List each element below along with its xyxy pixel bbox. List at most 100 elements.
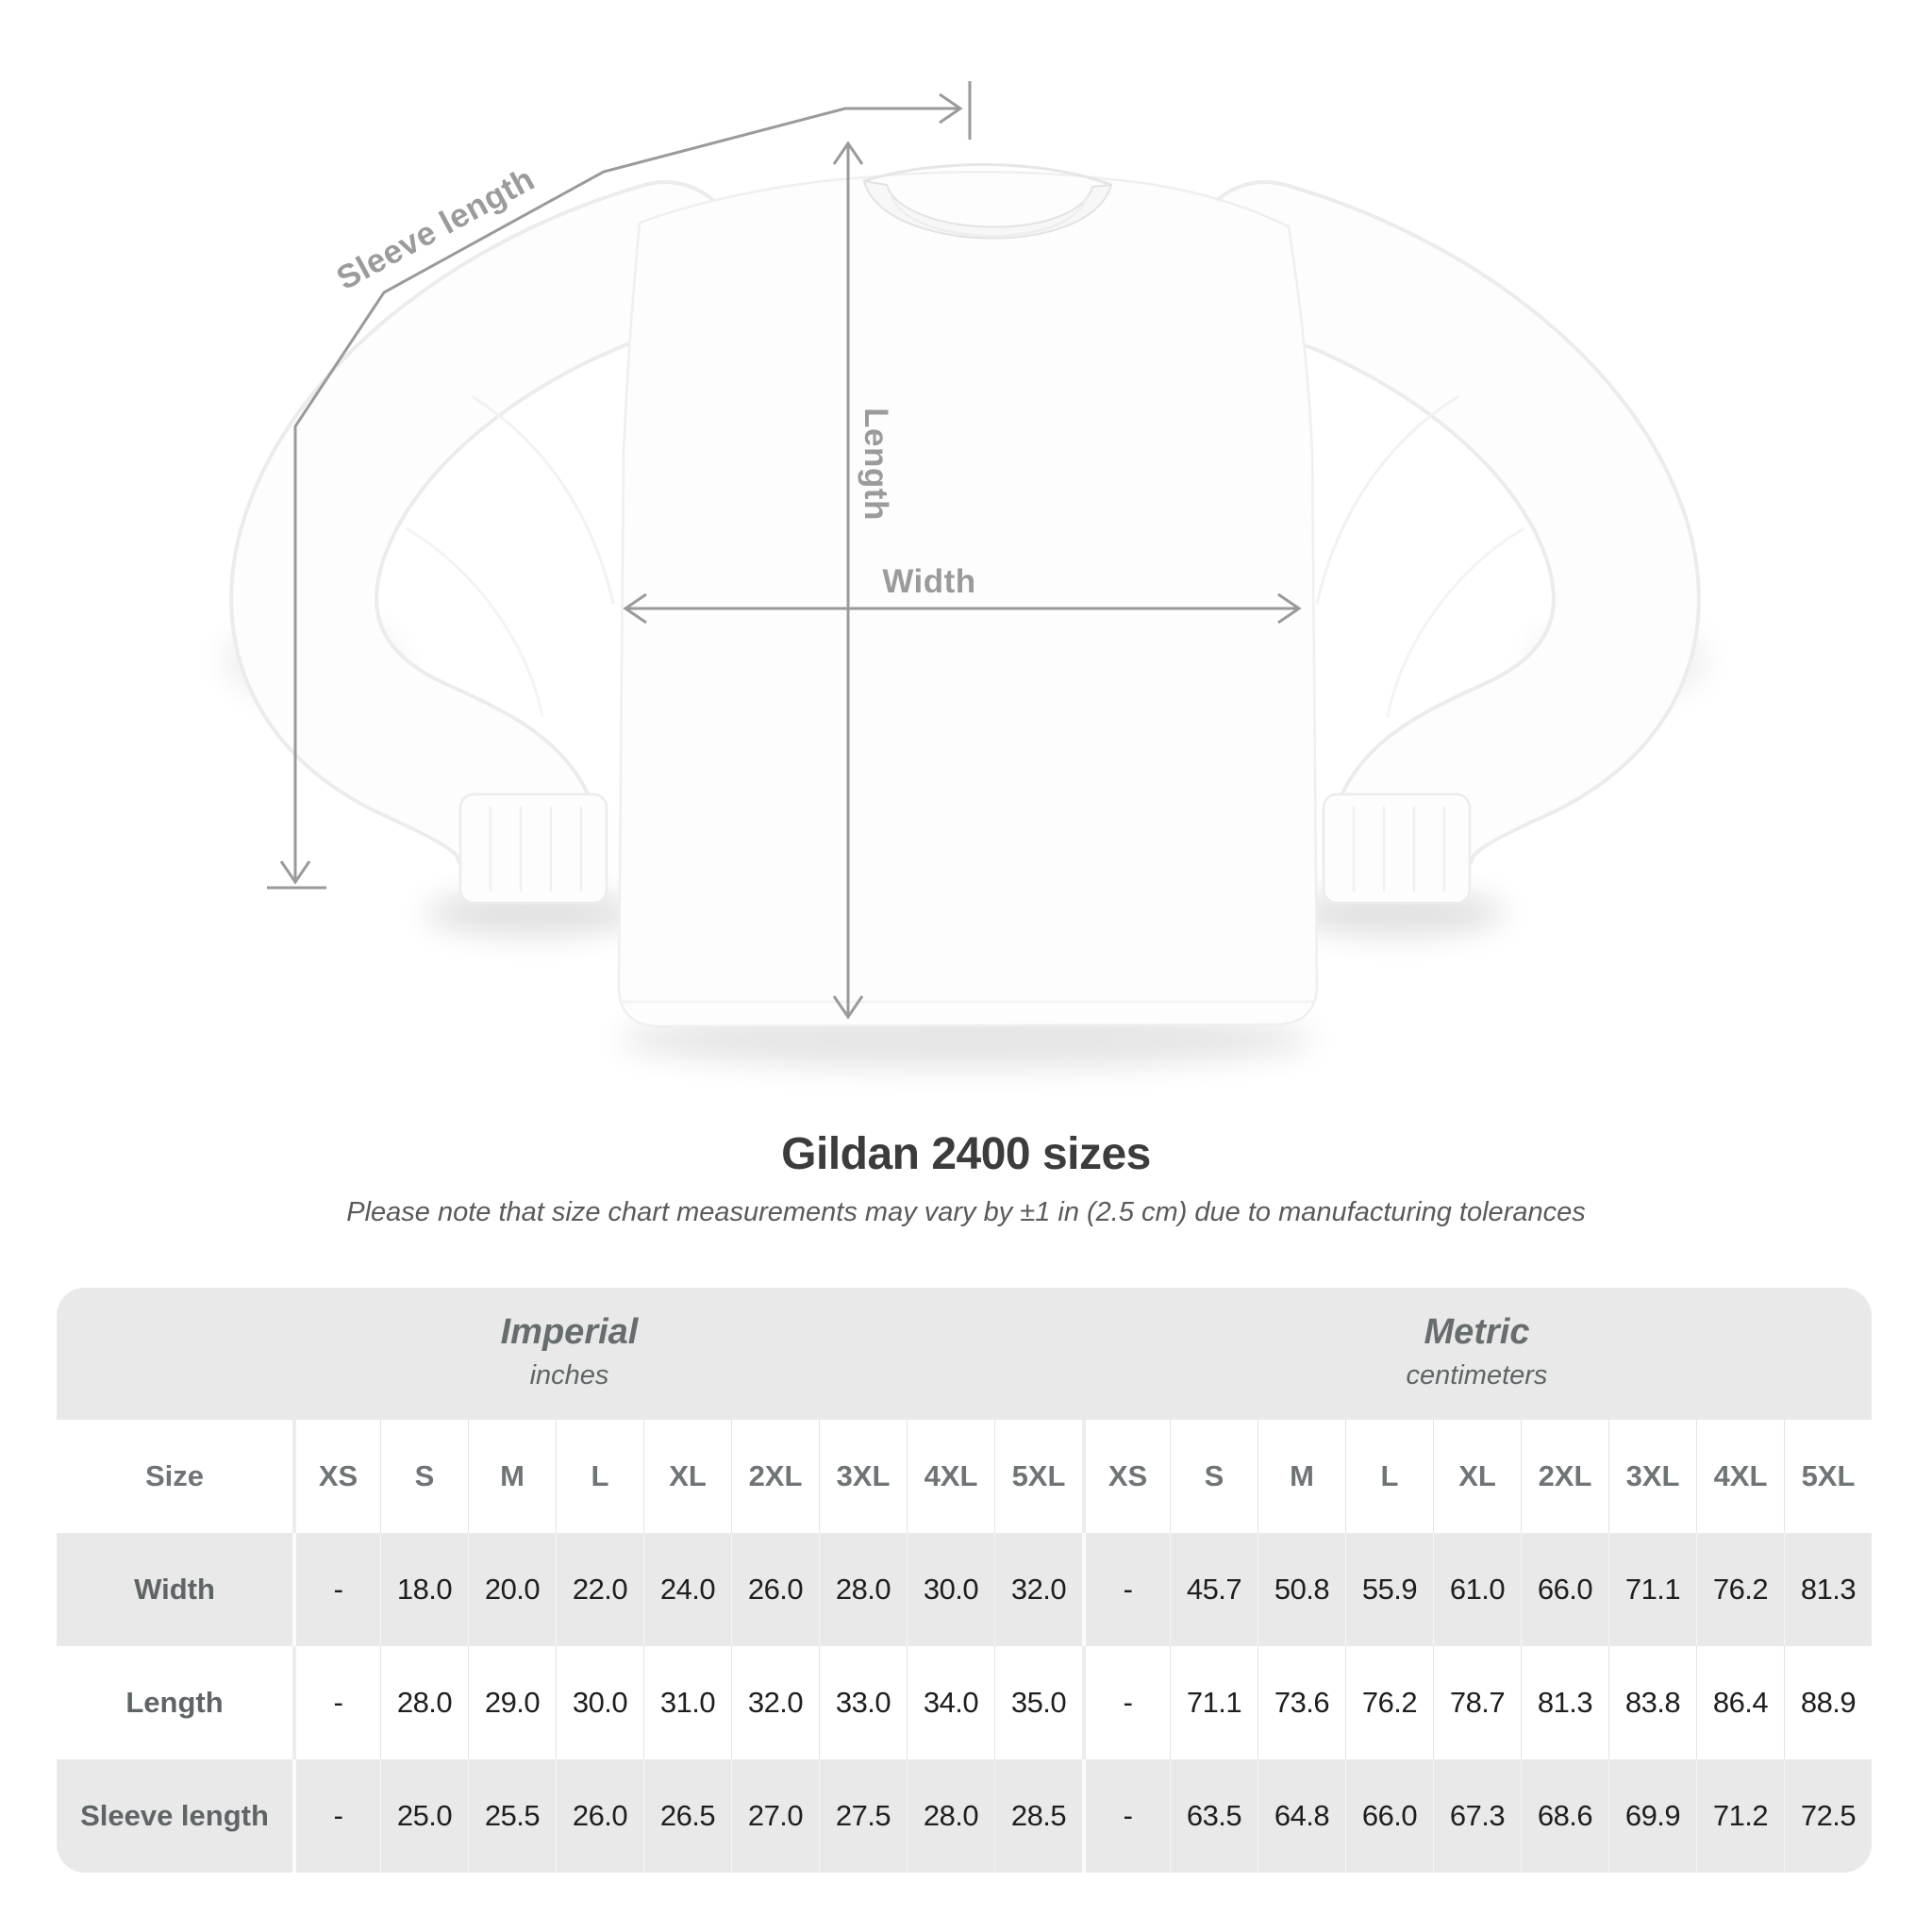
width-arrow [623, 592, 1302, 625]
length-arrow [832, 141, 864, 1020]
size-value: 76.2 [1345, 1646, 1433, 1759]
size-header: S [1170, 1420, 1257, 1533]
size-value: 78.7 [1433, 1646, 1521, 1759]
right-sleeve [1191, 180, 1701, 905]
size-value: - [1082, 1646, 1170, 1759]
size-value: 55.9 [1345, 1533, 1433, 1646]
size-value: 71.2 [1696, 1759, 1784, 1873]
left-sleeve [229, 180, 740, 905]
measurement-arrows [267, 81, 1302, 1020]
size-header: 2XL [731, 1420, 819, 1533]
size-value: 61.0 [1433, 1533, 1521, 1646]
size-value: 63.5 [1170, 1759, 1257, 1873]
size-value: 72.5 [1784, 1759, 1872, 1873]
size-value: 66.0 [1521, 1533, 1608, 1646]
size-value: 50.8 [1257, 1533, 1345, 1646]
collar [862, 162, 1113, 240]
size-header: 5XL [994, 1420, 1082, 1533]
size-header: 5XL [1784, 1420, 1872, 1533]
imperial-unit: inches [529, 1360, 609, 1391]
size-value: 25.5 [468, 1759, 556, 1873]
row-label: Width [57, 1533, 292, 1646]
size-value: 68.6 [1521, 1759, 1608, 1873]
size-value: 30.0 [556, 1646, 643, 1759]
size-header: XL [643, 1420, 731, 1533]
size-value: - [1082, 1759, 1170, 1873]
imperial-name: Imperial [500, 1312, 639, 1352]
size-value: 22.0 [556, 1533, 643, 1646]
size-header: 3XL [819, 1420, 907, 1533]
title-block: Gildan 2400 sizes Please note that size … [0, 1128, 1932, 1228]
size-value: 31.0 [643, 1646, 731, 1759]
size-value: 66.0 [1345, 1759, 1433, 1873]
size-value: 32.0 [994, 1533, 1082, 1646]
size-header: S [380, 1420, 468, 1533]
metric-name: Metric [1424, 1312, 1530, 1352]
size-table-grid: Size XS S M L XL 2XL 3XL 4XL 5XL XS S M L XL 2XL 3XL 4XL 5… [57, 1420, 1872, 1873]
unit-band: Imperial inches Metric centimeters [57, 1288, 1872, 1420]
size-header: M [468, 1420, 556, 1533]
sleeve-length-arrow [267, 81, 972, 890]
size-value: 73.6 [1257, 1646, 1345, 1759]
size-header: XS [292, 1420, 380, 1533]
size-value: 45.7 [1170, 1533, 1257, 1646]
width-label: Width [882, 563, 976, 600]
size-value: 71.1 [1170, 1646, 1257, 1759]
size-value: 25.0 [380, 1759, 468, 1873]
size-value: 81.3 [1521, 1646, 1608, 1759]
size-header: 2XL [1521, 1420, 1608, 1533]
row-label: Sleeve length [57, 1759, 292, 1873]
shirt-illustration [222, 81, 1708, 1068]
size-header: XS [1082, 1420, 1170, 1533]
size-value: 33.0 [819, 1646, 907, 1759]
size-value: 83.8 [1608, 1646, 1696, 1759]
size-value: - [292, 1646, 380, 1759]
size-header: 4XL [1696, 1420, 1784, 1533]
size-value: 28.0 [819, 1533, 907, 1646]
shirt-measurement-diagram: Sleeve length Length Width [222, 81, 1708, 1068]
size-header: 4XL [907, 1420, 994, 1533]
row-label: Length [57, 1646, 292, 1759]
right-cuff [1322, 792, 1472, 905]
size-value: 28.0 [380, 1646, 468, 1759]
page-title: Gildan 2400 sizes [781, 1129, 1151, 1179]
size-header: L [556, 1420, 643, 1533]
size-header: 3XL [1608, 1420, 1696, 1533]
left-cuff [458, 792, 608, 905]
size-value: 34.0 [907, 1646, 994, 1759]
size-value: 29.0 [468, 1646, 556, 1759]
size-value: 28.5 [994, 1759, 1082, 1873]
size-value: 88.9 [1784, 1646, 1872, 1759]
size-value: 27.0 [731, 1759, 819, 1873]
size-value: - [292, 1759, 380, 1873]
size-table: Imperial inches Metric centimeters Size X… [57, 1288, 1872, 1873]
size-value: 18.0 [380, 1533, 468, 1646]
size-value: 32.0 [731, 1646, 819, 1759]
length-label: Length [858, 408, 894, 521]
size-value: 35.0 [994, 1646, 1082, 1759]
size-value: 64.8 [1257, 1759, 1345, 1873]
size-value: 76.2 [1696, 1533, 1784, 1646]
metric-unit: centimeters [1406, 1360, 1548, 1391]
size-value: - [292, 1533, 380, 1646]
size-value: - [1082, 1533, 1170, 1646]
size-value: 27.5 [819, 1759, 907, 1873]
size-value: 86.4 [1696, 1646, 1784, 1759]
metric-group-header: Metric centimeters [1082, 1288, 1872, 1420]
imperial-group-header: Imperial inches [57, 1288, 1082, 1420]
tolerance-note: Please note that size chart measurements… [346, 1197, 1586, 1227]
size-column-header: Size [57, 1420, 292, 1533]
size-header: M [1257, 1420, 1345, 1533]
size-value: 81.3 [1784, 1533, 1872, 1646]
size-value: 67.3 [1433, 1759, 1521, 1873]
size-value: 69.9 [1608, 1759, 1696, 1873]
size-value: 24.0 [643, 1533, 731, 1646]
size-value: 20.0 [468, 1533, 556, 1646]
size-value: 26.0 [556, 1759, 643, 1873]
size-value: 28.0 [907, 1759, 994, 1873]
size-header: XL [1433, 1420, 1521, 1533]
size-value: 30.0 [907, 1533, 994, 1646]
size-header: L [1345, 1420, 1433, 1533]
size-value: 71.1 [1608, 1533, 1696, 1646]
